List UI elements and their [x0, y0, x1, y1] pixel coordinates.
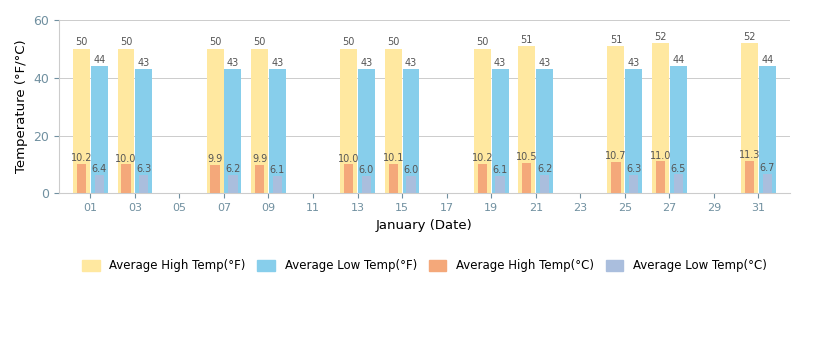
Text: 6.0: 6.0 [403, 165, 418, 175]
Bar [474, 49, 491, 193]
Text: 10.2: 10.2 [471, 153, 493, 163]
Text: 51: 51 [610, 34, 622, 45]
Text: 44: 44 [672, 55, 685, 65]
Bar [95, 175, 104, 193]
Text: 10.0: 10.0 [115, 153, 137, 164]
Text: 43: 43 [627, 58, 640, 68]
Text: 44: 44 [93, 55, 105, 65]
Bar [73, 49, 90, 193]
Bar [407, 176, 416, 193]
Bar [611, 163, 621, 193]
Text: 9.9: 9.9 [252, 154, 267, 164]
Text: 44: 44 [761, 55, 774, 65]
Bar [118, 49, 134, 193]
Bar [90, 66, 108, 193]
Text: 6.2: 6.2 [537, 164, 552, 174]
Bar [385, 49, 402, 193]
Bar [255, 165, 264, 193]
Bar [403, 69, 419, 193]
Text: 6.1: 6.1 [270, 165, 285, 175]
Bar [224, 69, 242, 193]
Bar [608, 46, 624, 193]
Text: 50: 50 [76, 37, 88, 47]
Bar [269, 69, 286, 193]
Text: 43: 43 [405, 58, 417, 68]
Text: 50: 50 [209, 37, 222, 47]
Text: 43: 43 [539, 58, 551, 68]
Bar [759, 66, 776, 193]
Text: 50: 50 [387, 37, 399, 47]
Bar [674, 174, 683, 193]
Bar [135, 69, 152, 193]
Text: 6.4: 6.4 [91, 164, 107, 174]
Bar [522, 163, 531, 193]
Bar [344, 164, 354, 193]
Text: 50: 50 [476, 37, 489, 47]
Text: 50: 50 [343, 37, 355, 47]
Bar [251, 49, 268, 193]
Bar [273, 176, 282, 193]
Text: 10.7: 10.7 [605, 151, 627, 161]
Text: 52: 52 [744, 31, 756, 42]
Text: 11.3: 11.3 [739, 150, 760, 160]
Bar [625, 69, 642, 193]
Text: 43: 43 [360, 58, 373, 68]
Text: 51: 51 [520, 34, 533, 45]
Bar [629, 175, 638, 193]
Text: 6.5: 6.5 [671, 164, 686, 174]
Bar [340, 49, 357, 193]
Bar [540, 175, 549, 193]
Bar [652, 43, 669, 193]
Bar [362, 176, 371, 193]
Text: 52: 52 [654, 31, 666, 42]
Text: 11.0: 11.0 [650, 151, 671, 161]
Bar [121, 164, 130, 193]
Legend: Average High Temp(°F), Average Low Temp(°F), Average High Temp(°C), Average Low : Average High Temp(°F), Average Low Temp(… [77, 254, 771, 277]
Text: 10.5: 10.5 [516, 152, 538, 162]
Bar [496, 176, 505, 193]
Bar [76, 164, 86, 193]
Text: 43: 43 [271, 58, 284, 68]
Bar [358, 69, 375, 193]
Bar [741, 43, 758, 193]
X-axis label: January (Date): January (Date) [376, 219, 473, 232]
Text: 6.3: 6.3 [626, 164, 642, 174]
Bar [388, 164, 398, 193]
Text: 10.1: 10.1 [383, 153, 404, 163]
Text: 6.0: 6.0 [359, 165, 374, 175]
Text: 9.9: 9.9 [208, 154, 222, 164]
Bar [656, 161, 665, 193]
Bar [745, 161, 754, 193]
Text: 10.0: 10.0 [338, 153, 359, 164]
Bar [228, 175, 237, 193]
Bar [210, 165, 220, 193]
Text: 43: 43 [138, 58, 150, 68]
Bar [207, 49, 223, 193]
Bar [536, 69, 553, 193]
Bar [491, 69, 509, 193]
Text: 6.3: 6.3 [136, 164, 151, 174]
Bar [477, 164, 487, 193]
Text: 43: 43 [494, 58, 506, 68]
Text: 6.2: 6.2 [225, 164, 241, 174]
Text: 10.2: 10.2 [71, 153, 92, 163]
Text: 6.7: 6.7 [759, 163, 775, 173]
Y-axis label: Temperature (°F/°C): Temperature (°F/°C) [15, 40, 28, 173]
Bar [139, 175, 149, 193]
Bar [519, 46, 535, 193]
Text: 50: 50 [253, 37, 266, 47]
Bar [763, 174, 772, 193]
Text: 43: 43 [227, 58, 239, 68]
Text: 50: 50 [120, 37, 132, 47]
Text: 6.1: 6.1 [492, 165, 508, 175]
Bar [670, 66, 686, 193]
